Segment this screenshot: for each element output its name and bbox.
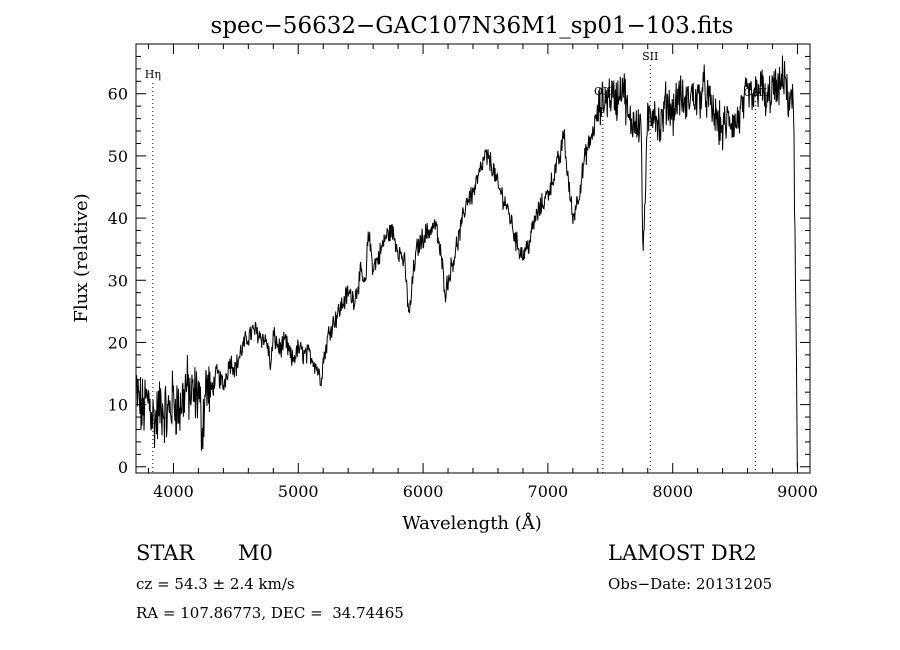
x-tick-label: 5000 — [278, 482, 319, 501]
redshift-text: cz = 54.3 ± 2.4 km/s — [136, 575, 295, 593]
spectrum-line — [135, 55, 798, 467]
x-tick-label: 6000 — [403, 482, 444, 501]
feature-line-label: Hη — [145, 68, 161, 81]
x-tick-label: 7000 — [528, 482, 569, 501]
feature-line-label: SII — [642, 50, 658, 63]
chart-title: spec−56632−GAC107N36M1_sp01−103.fits — [211, 13, 734, 39]
object-subclass: M0 — [238, 541, 273, 565]
y-tick-label: 30 — [108, 271, 128, 290]
y-tick-label: 50 — [108, 147, 128, 166]
y-tick-label: 60 — [108, 85, 128, 104]
y-tick-label: 0 — [118, 458, 128, 477]
plot-frame — [135, 43, 811, 474]
obs-date: Obs−Date: 20131205 — [608, 575, 773, 593]
x-axis-label: Wavelength (Å) — [402, 512, 542, 534]
x-tick-label: 4000 — [153, 482, 194, 501]
y-axis-label: Flux (relative) — [71, 193, 92, 322]
survey-name: LAMOST DR2 — [608, 541, 757, 565]
object-class: STAR — [136, 541, 195, 565]
x-tick-label: 8000 — [652, 482, 693, 501]
y-tick-label: 10 — [108, 396, 128, 415]
y-tick-label: 40 — [108, 209, 128, 228]
coordinates: RA = 107.86773, DEC = 34.74465 — [136, 604, 404, 622]
x-tick-label: 9000 — [777, 482, 818, 501]
y-tick-label: 20 — [108, 333, 128, 352]
